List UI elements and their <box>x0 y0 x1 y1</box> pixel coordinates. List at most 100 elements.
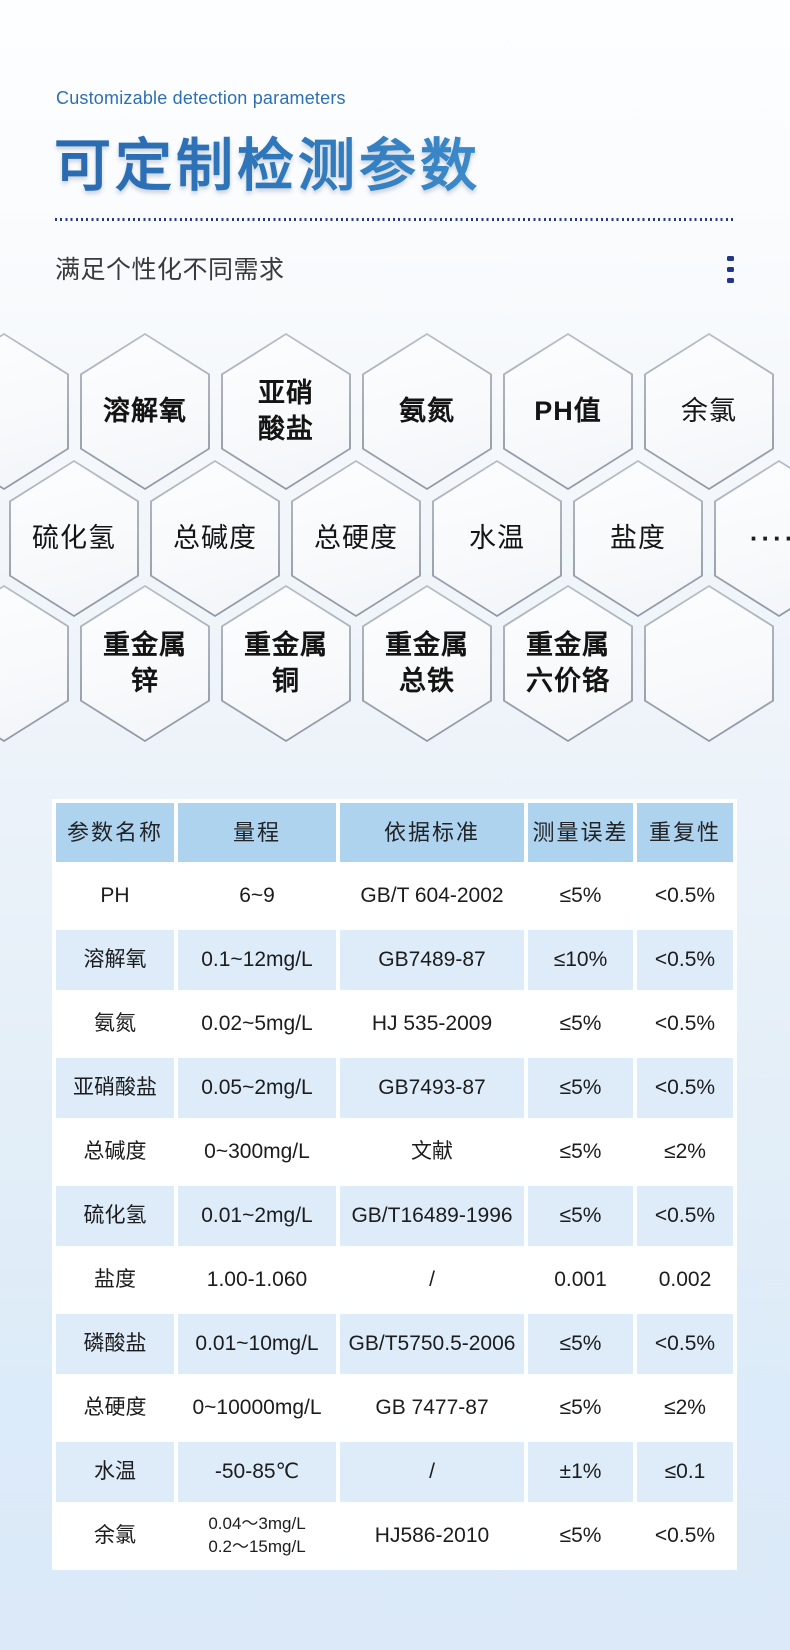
table-cell: HJ 535-2009 <box>340 994 524 1054</box>
table-cell: 0~10000mg/L <box>178 1378 336 1438</box>
hexagon-face: 硫化氢 <box>11 462 137 615</box>
table-cell: ±1% <box>528 1442 633 1502</box>
hexagon-label: 余氯 <box>681 395 737 426</box>
table-cell: 盐度 <box>56 1250 174 1310</box>
hexagon-label: 氨氮 <box>399 395 455 426</box>
table-cell: <0.5% <box>637 1506 733 1566</box>
hexagon-label: 总碱度 <box>173 522 257 553</box>
hexagon-param: 重金属 六价铬 <box>503 585 633 742</box>
table-header-cell: 依据标准 <box>340 803 524 862</box>
hexagon-face: 重金属 六价铬 <box>505 587 631 740</box>
table-cell: 0~300mg/L <box>178 1122 336 1182</box>
hexagon-param: 总硬度 <box>291 460 421 617</box>
table-cell: 余氯 <box>56 1506 174 1566</box>
table-cell: 0.01~10mg/L <box>178 1314 336 1374</box>
dotted-divider <box>55 218 735 221</box>
table-cell: ≤10% <box>528 930 633 990</box>
table-cell: ≤5% <box>528 1058 633 1118</box>
table-cell: <0.5% <box>637 1058 733 1118</box>
hexagon-label: 重金属 总铁 <box>385 629 469 696</box>
table-cell: ≤2% <box>637 1378 733 1438</box>
table-cell: GB/T 604-2002 <box>340 866 524 926</box>
table-cell: 0.02~5mg/L <box>178 994 336 1054</box>
hexagon-param: 余氯 <box>644 333 774 490</box>
table-cell: 水温 <box>56 1442 174 1502</box>
hexagon-face: ····· <box>716 462 790 615</box>
hexagon-face: 溶解氧 <box>82 335 208 488</box>
table-cell: 0.1~12mg/L <box>178 930 336 990</box>
table-cell: 总碱度 <box>56 1122 174 1182</box>
hexagon-face: 氨氮 <box>364 335 490 488</box>
hexagon-label: 总硬度 <box>314 522 398 553</box>
hexagon-face: 总碱度 <box>152 462 278 615</box>
table-cell: ≤5% <box>528 866 633 926</box>
table-cell: HJ586-2010 <box>340 1506 524 1566</box>
hexagon-label: PH值 <box>534 395 602 426</box>
hexagon-param: 氨氮 <box>362 333 492 490</box>
table-cell: 6~9 <box>178 866 336 926</box>
table-cell: PH <box>56 866 174 926</box>
hexagon-empty <box>644 585 774 742</box>
hexagon-param: 硫化氢 <box>9 460 139 617</box>
hexagon-label: 硫化氢 <box>32 522 116 553</box>
table-cell: 0.01~2mg/L <box>178 1186 336 1246</box>
table-cell: 0.002 <box>637 1250 733 1310</box>
table-cell: 1.00-1.060 <box>178 1250 336 1310</box>
hexagon-label: 盐度 <box>610 522 666 553</box>
hexagon-face <box>0 587 67 740</box>
hexagon-face: 盐度 <box>575 462 701 615</box>
table-cell: ≤5% <box>528 1378 633 1438</box>
hexagon-face: 重金属 总铁 <box>364 587 490 740</box>
hexagon-face <box>0 335 67 488</box>
dot <box>727 267 734 272</box>
hexagon-label: 重金属锌 <box>103 629 187 696</box>
table-cell: ≤2% <box>637 1122 733 1182</box>
hexagon-empty <box>0 585 69 742</box>
table-cell: 0.04～3mg/L 0.2～15mg/L <box>178 1506 336 1566</box>
table-cell: ≤0.1 <box>637 1442 733 1502</box>
table-header-cell: 重复性 <box>637 803 733 862</box>
hexagon-face: 重金属铜 <box>223 587 349 740</box>
table-cell: ≤5% <box>528 1314 633 1374</box>
hexagon-label: 重金属 六价铬 <box>526 629 610 696</box>
table-cell: 溶解氧 <box>56 930 174 990</box>
hexagon-param: 重金属铜 <box>221 585 351 742</box>
hexagon-param: 重金属 总铁 <box>362 585 492 742</box>
table-cell: / <box>340 1442 524 1502</box>
parameter-spec-table: 参数名称 量程 依据标准 测量误差 重复性 PH 6~9 GB/T 604-2002 ≤5% <0… <box>52 799 737 1570</box>
hexagon-label: 重金属铜 <box>244 629 328 696</box>
hexagon-param: 盐度 <box>573 460 703 617</box>
table-cell: <0.5% <box>637 930 733 990</box>
table-header-cell: 参数名称 <box>56 803 174 862</box>
vertical-dots-icon <box>727 256 734 283</box>
hexagon-face: 余氯 <box>646 335 772 488</box>
table-cell: <0.5% <box>637 1186 733 1246</box>
dot <box>727 278 734 283</box>
table-cell: ≤5% <box>528 1186 633 1246</box>
dot <box>727 256 734 261</box>
table-cell: GB7493-87 <box>340 1058 524 1118</box>
table-header-cell: 测量误差 <box>528 803 633 862</box>
table-cell: <0.5% <box>637 866 733 926</box>
hexagon-param: 溶解氧 <box>80 333 210 490</box>
hexagon-face: 亚硝 酸盐 <box>223 335 349 488</box>
table-cell: 硫化氢 <box>56 1186 174 1246</box>
table-cell: GB 7477-87 <box>340 1378 524 1438</box>
hexagon-param: PH值 <box>503 333 633 490</box>
hexagon-face: 水温 <box>434 462 560 615</box>
hexagon-face: 总硬度 <box>293 462 419 615</box>
hexagon-param: 水温 <box>432 460 562 617</box>
table-cell: <0.5% <box>637 1314 733 1374</box>
hexagon-label: 水温 <box>469 522 525 553</box>
table-cell: 氨氮 <box>56 994 174 1054</box>
table-header-cell: 量程 <box>178 803 336 862</box>
hexagon-param: 总碱度 <box>150 460 280 617</box>
table-cell: ≤5% <box>528 1122 633 1182</box>
table-cell: 总硬度 <box>56 1378 174 1438</box>
table-cell: 磷酸盐 <box>56 1314 174 1374</box>
hexagon-face <box>646 587 772 740</box>
hexagon-param: ····· <box>714 460 790 617</box>
hexagon-param: 亚硝 酸盐 <box>221 333 351 490</box>
table-cell: 0.05~2mg/L <box>178 1058 336 1118</box>
table-cell: GB/T16489-1996 <box>340 1186 524 1246</box>
